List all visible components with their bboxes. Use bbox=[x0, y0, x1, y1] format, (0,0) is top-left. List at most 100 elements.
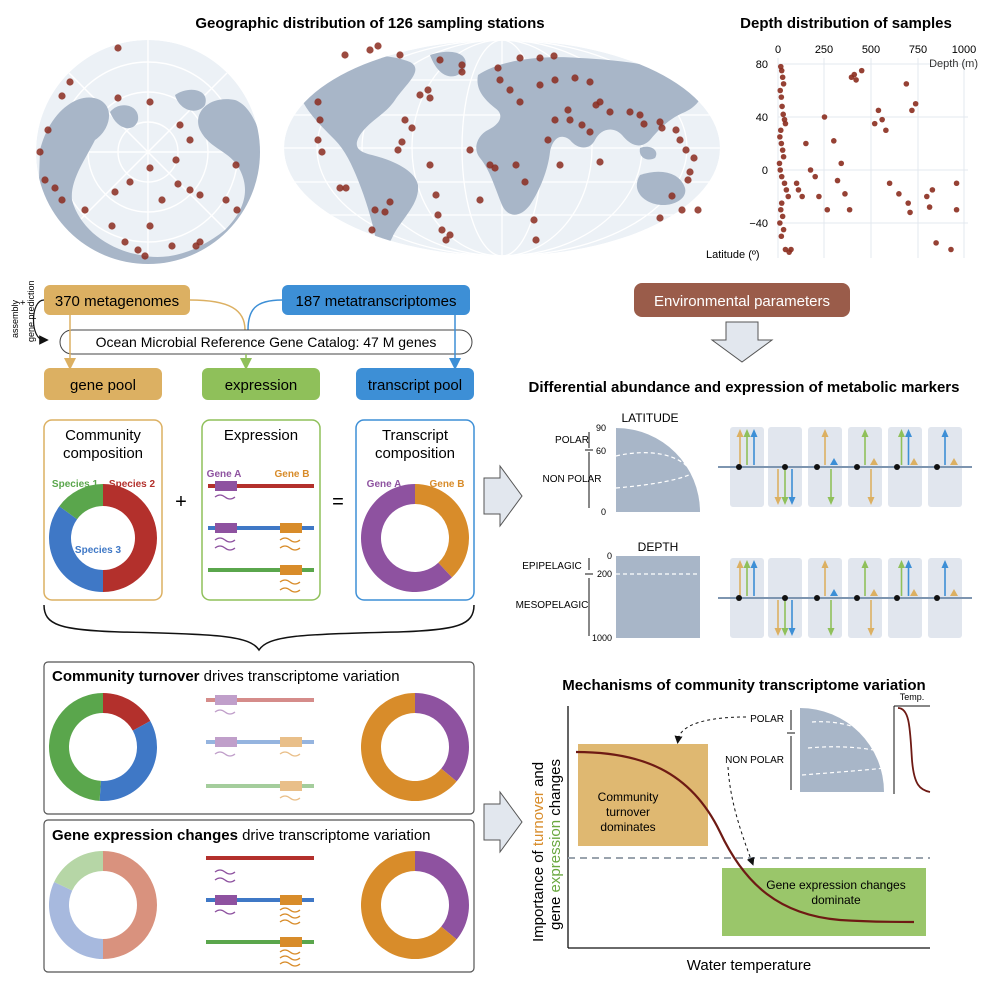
side-label-gene-prediction: gene prediction bbox=[26, 280, 36, 342]
depth-point bbox=[948, 246, 954, 253]
station-dot bbox=[516, 54, 524, 62]
depth-point bbox=[816, 193, 822, 200]
station-dot bbox=[186, 136, 194, 144]
station-dot bbox=[606, 108, 614, 116]
station-dot bbox=[442, 236, 450, 244]
station-dot bbox=[232, 161, 240, 169]
gene-pool-box bbox=[44, 368, 162, 400]
station-dot bbox=[126, 178, 134, 186]
depth-point bbox=[781, 180, 788, 187]
flow-gold-expr bbox=[189, 299, 246, 331]
station-dot bbox=[134, 246, 142, 254]
transcript-pool-box bbox=[356, 368, 474, 400]
small-triangle bbox=[830, 589, 838, 596]
donut-slice bbox=[361, 851, 457, 959]
expression-label: expression bbox=[225, 377, 298, 394]
gene-a-label: Gene A bbox=[207, 469, 242, 480]
station-dot bbox=[316, 116, 324, 124]
station-dot bbox=[566, 116, 574, 124]
epipelagic-label: EPIPELAGIC bbox=[522, 561, 581, 572]
turnover-title: Community turnover drives transcriptome … bbox=[52, 668, 400, 685]
env-params-label: Environmental parameters bbox=[654, 293, 830, 310]
metagenomes-box bbox=[44, 285, 190, 315]
y-label-turnover: turnover bbox=[530, 791, 547, 846]
station-dot bbox=[114, 44, 122, 52]
depth-point bbox=[780, 153, 787, 160]
depth-point bbox=[779, 103, 785, 110]
station-dot bbox=[458, 61, 466, 69]
station-dot bbox=[496, 76, 504, 84]
depth-200-tick: 200 bbox=[597, 569, 612, 579]
up-arrowhead bbox=[750, 429, 758, 437]
station-dot bbox=[176, 121, 184, 129]
up-arrowhead bbox=[941, 560, 949, 568]
down-arrowhead bbox=[788, 497, 796, 505]
y-label-expression: expression bbox=[547, 820, 564, 893]
y-label-changes: changes bbox=[547, 759, 564, 820]
depth-point bbox=[879, 116, 885, 123]
station-dot bbox=[466, 146, 474, 154]
depth-point bbox=[903, 81, 910, 87]
env-params-box bbox=[634, 283, 850, 317]
station-dot bbox=[146, 98, 154, 106]
community-donut bbox=[48, 484, 157, 592]
metatranscriptomes-label: 187 metatranscriptomes bbox=[296, 293, 457, 310]
side-label-plus: + bbox=[18, 300, 28, 305]
station-dot bbox=[432, 191, 440, 199]
down-arrowhead bbox=[774, 497, 782, 505]
station-dot bbox=[172, 156, 180, 164]
station-dot bbox=[564, 106, 572, 114]
station-dot bbox=[686, 168, 694, 176]
depth-point bbox=[853, 77, 859, 83]
depth-point bbox=[778, 67, 785, 74]
down-arrowhead bbox=[774, 628, 782, 636]
env-down-arrow bbox=[710, 321, 774, 363]
plus-sign: + bbox=[175, 491, 187, 513]
station-dot bbox=[578, 121, 586, 129]
station-dot bbox=[394, 146, 402, 154]
turnover-box-line-1: Community bbox=[598, 790, 659, 804]
station-dot bbox=[438, 226, 446, 234]
donut-slice bbox=[48, 882, 103, 959]
station-dot bbox=[536, 81, 544, 89]
flow-blue-expr bbox=[247, 299, 283, 331]
depth-column bbox=[616, 556, 700, 638]
station-dot bbox=[458, 68, 466, 76]
x-axis-label: Depth (m) bbox=[929, 58, 978, 70]
marker-dot bbox=[854, 595, 860, 601]
expression-panel bbox=[201, 419, 321, 601]
station-dot bbox=[530, 216, 538, 224]
station-dot bbox=[108, 222, 116, 230]
marker-dot bbox=[934, 464, 940, 470]
expr-community-donut bbox=[48, 851, 157, 959]
expression-genes bbox=[208, 481, 314, 593]
inset-non-polar-label: NON POLAR bbox=[725, 755, 784, 766]
depth-point bbox=[875, 107, 882, 114]
depth-point bbox=[795, 187, 802, 193]
y-tick-40: 40 bbox=[756, 112, 768, 124]
station-dot bbox=[516, 98, 524, 106]
turnover-title-bold: Community turnover bbox=[52, 668, 200, 685]
station-dot bbox=[44, 126, 52, 134]
up-arrowhead bbox=[821, 560, 829, 568]
donut-slice bbox=[103, 851, 157, 959]
station-dot bbox=[434, 211, 442, 219]
depth-label: DEPTH bbox=[638, 540, 679, 554]
y-axis-label: Latitude (º) bbox=[706, 249, 760, 261]
station-dot bbox=[233, 206, 241, 214]
marker-dot bbox=[894, 595, 900, 601]
expr-change-title-rest: drive transcriptome variation bbox=[238, 827, 431, 844]
marker-dot bbox=[782, 595, 788, 601]
latitude-label: LATITUDE bbox=[621, 411, 678, 425]
expr-change-title-bold: Gene expression changes bbox=[52, 827, 238, 844]
small-triangle bbox=[910, 458, 918, 465]
y-label-gene: gene bbox=[547, 892, 564, 930]
markers-title: Differential abundance and expression of… bbox=[529, 379, 960, 396]
station-dot bbox=[81, 206, 89, 214]
metatranscriptomes-box bbox=[282, 285, 470, 315]
depth-point bbox=[905, 200, 911, 206]
donut-slice bbox=[415, 693, 470, 782]
station-dot bbox=[196, 191, 204, 199]
down-arrowhead bbox=[788, 628, 796, 636]
